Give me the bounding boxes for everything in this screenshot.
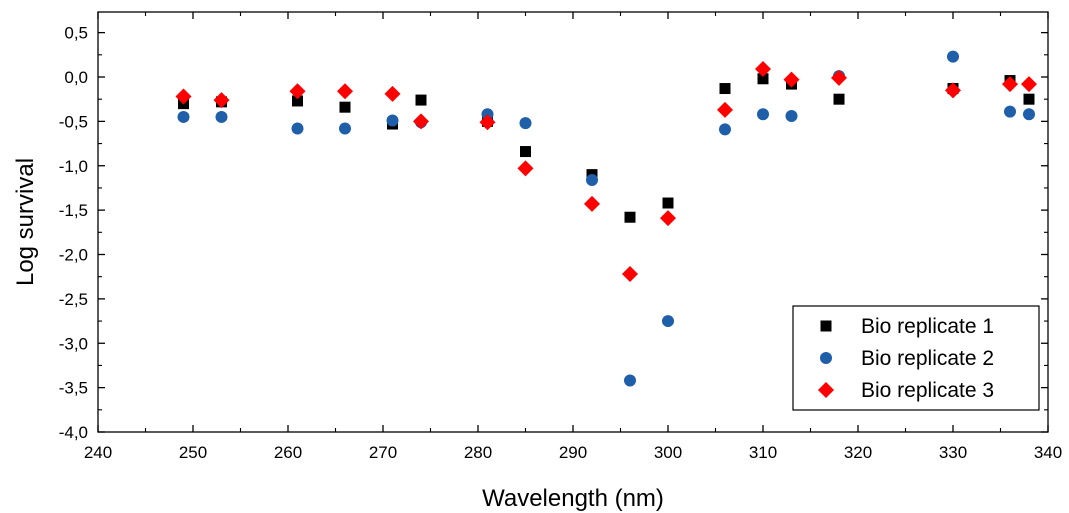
series-3-point [622, 266, 638, 283]
x-tick-label: 320 [844, 443, 872, 462]
x-tick-label: 260 [274, 443, 302, 462]
series-3-point [584, 195, 600, 212]
legend-marker-3 [818, 382, 834, 398]
y-tick-label: 0,0 [64, 68, 88, 87]
series-2-point [586, 173, 598, 186]
y-tick-label: -2,5 [59, 290, 88, 309]
x-tick-label: 300 [654, 443, 682, 462]
series-3-point [1002, 76, 1018, 93]
series-3 [175, 61, 1037, 283]
series-2-point [624, 374, 636, 387]
series-3-point [660, 210, 676, 227]
series-2-point [519, 117, 532, 130]
x-tick-label: 250 [179, 443, 207, 462]
legend: Bio replicate 1 Bio replicate 2 Bio replic… [792, 305, 1040, 411]
series-3-point [755, 61, 771, 78]
y-tick-label: -0,5 [59, 112, 88, 131]
x-tick-label: 340 [1034, 443, 1062, 462]
series-3-point [213, 92, 230, 109]
series-2-point [291, 122, 304, 135]
series-2-point [177, 110, 190, 123]
x-tick-label: 330 [939, 443, 967, 462]
x-tick-label: 270 [369, 443, 397, 462]
legend-marker-1 [820, 320, 832, 332]
series-3-point [783, 71, 800, 88]
series-2-point [947, 50, 959, 63]
series-1-point [1023, 93, 1035, 105]
series-1 [178, 73, 1035, 223]
series-1-point [662, 197, 674, 209]
series-3-point [831, 69, 847, 86]
series-2-point [662, 315, 674, 328]
series-2-point [719, 123, 731, 136]
series-3-point [413, 113, 429, 130]
y-tick-label: 0,5 [64, 24, 88, 43]
series-3-point [945, 82, 961, 99]
series-1-point [719, 83, 731, 95]
series-2-point [339, 122, 351, 135]
series-1-point [520, 146, 531, 158]
y-tick-label: -2,0 [59, 246, 88, 265]
series-3-point [479, 114, 496, 131]
y-tick-label: -3,0 [59, 334, 88, 353]
series-1-point [833, 93, 845, 105]
legend-label-2: Bio replicate 2 [861, 347, 994, 370]
x-tick-label: 310 [749, 443, 777, 462]
series-1-point [292, 95, 303, 107]
series-3-point [289, 83, 306, 100]
legend-marker-2 [820, 352, 832, 364]
series-3-point [337, 83, 353, 100]
legend-box [792, 305, 1040, 411]
legend-label-1: Bio replicate 1 [861, 315, 994, 338]
x-tick-label: 240 [84, 443, 112, 462]
x-tick-label: 290 [559, 443, 587, 462]
series-2-point [386, 114, 399, 127]
x-axis-title: Wavelength (nm) [482, 485, 664, 512]
y-tick-label: -3,5 [59, 379, 88, 398]
series-1-point [415, 94, 427, 106]
series-2-point [1023, 108, 1035, 121]
series-1-point [757, 73, 769, 85]
series-2-point [785, 110, 798, 123]
data-points [175, 50, 1037, 387]
series-1-point [339, 101, 351, 113]
series-3-point [175, 88, 192, 105]
series-2-point [757, 108, 769, 121]
axes: 2402502602702802903003103203303403500,50… [59, 11, 1062, 462]
y-tick-label: -1,0 [59, 157, 88, 176]
y-tick-label: -1,5 [59, 201, 88, 220]
y-axis-title: Log survival [12, 158, 39, 286]
series-3-point [717, 101, 733, 118]
y-tick-label: -4,0 [59, 423, 88, 442]
series-3-point [1021, 76, 1037, 93]
legend-label-3: Bio replicate 3 [861, 379, 994, 402]
series-3-point [517, 160, 534, 177]
series-1-point [624, 211, 636, 223]
series-2-point [215, 110, 228, 123]
series-2-point [1004, 105, 1016, 118]
x-tick-label: 280 [464, 443, 492, 462]
series-3-point [384, 85, 401, 102]
